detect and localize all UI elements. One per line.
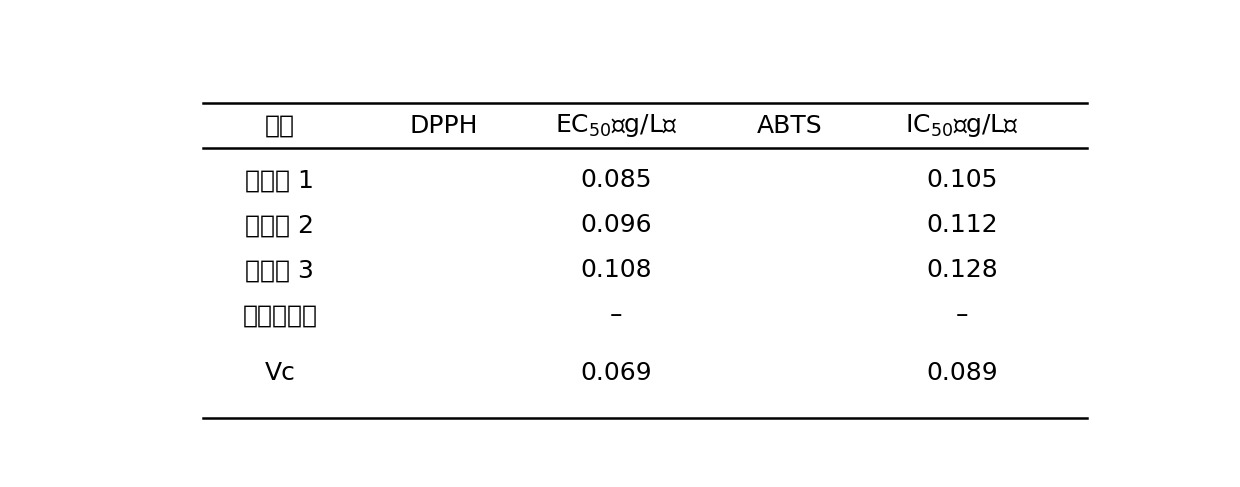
Text: 组别: 组别 <box>265 114 295 138</box>
Text: 0.096: 0.096 <box>580 213 652 237</box>
Text: DPPH: DPPH <box>409 114 477 138</box>
Text: 0.108: 0.108 <box>580 258 652 282</box>
Text: 0.085: 0.085 <box>580 169 652 192</box>
Text: 试验组 1: 试验组 1 <box>246 169 315 192</box>
Text: ABTS: ABTS <box>756 114 822 138</box>
Text: 0.112: 0.112 <box>926 213 998 237</box>
Text: 0.128: 0.128 <box>926 258 998 282</box>
Text: Vc: Vc <box>264 361 295 385</box>
Text: 0.069: 0.069 <box>580 361 652 385</box>
Text: –: – <box>956 303 968 327</box>
Text: EC$_{50}$（g/L）: EC$_{50}$（g/L） <box>556 112 677 139</box>
Text: 试验组 3: 试验组 3 <box>246 258 315 282</box>
Text: IC$_{50}$（g/L）: IC$_{50}$（g/L） <box>905 112 1019 139</box>
Text: 空白对照组: 空白对照组 <box>243 303 317 327</box>
Text: 试验组 2: 试验组 2 <box>246 213 315 237</box>
Text: 0.089: 0.089 <box>926 361 998 385</box>
Text: –: – <box>610 303 622 327</box>
Text: 0.105: 0.105 <box>926 169 998 192</box>
